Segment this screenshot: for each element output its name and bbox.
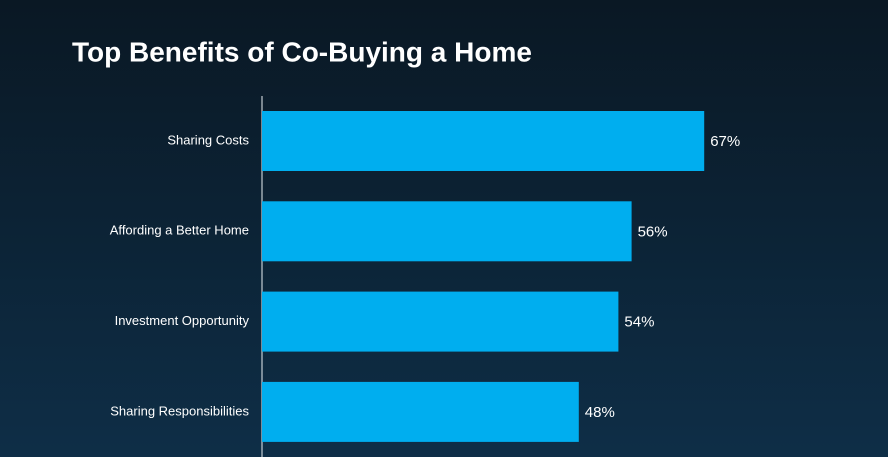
- data-label: 67%: [710, 133, 740, 150]
- y-tick-label: Sharing Responsibilities: [110, 403, 249, 418]
- bar: [262, 381, 579, 442]
- bar: [262, 291, 619, 352]
- data-label: 54%: [624, 314, 654, 331]
- y-tick-label: Affording a Better Home: [110, 223, 249, 238]
- y-tick-label: Sharing Costs: [167, 132, 249, 147]
- bar: [262, 111, 705, 171]
- chart-title: Top Benefits of Co-Buying a Home: [72, 36, 532, 67]
- data-label: 56%: [638, 223, 668, 240]
- data-label: 48%: [585, 404, 615, 421]
- bar: [262, 201, 632, 262]
- y-tick-label: Investment Opportunity: [115, 313, 250, 328]
